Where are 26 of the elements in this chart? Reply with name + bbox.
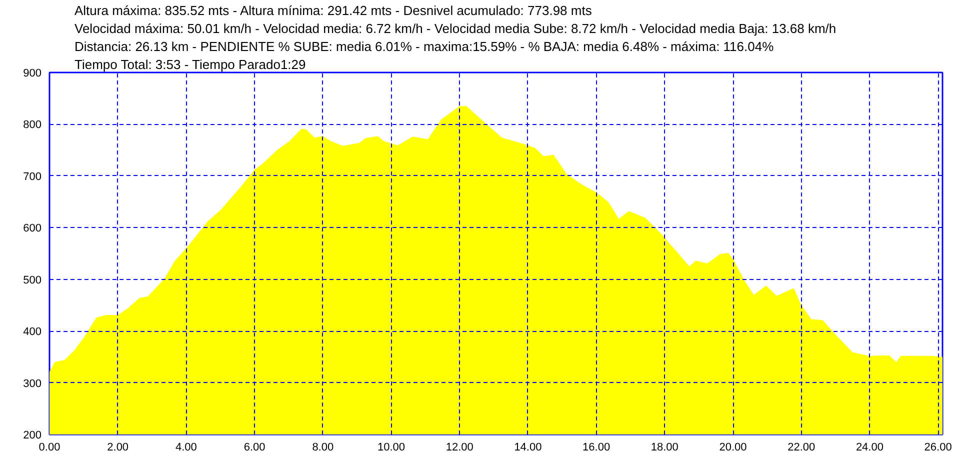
- text: Distancia: 26.13 km - PENDIENTE % SUBE: media 6.01% - maxima:15.59% - % BAJA: media 6.48% - máxima: 116.04%: [74, 39, 774, 54]
- x-tick-label: 26.00: [924, 442, 952, 454]
- x-tick-label: 4.00: [175, 442, 197, 454]
- x-tick-label: 6.00: [244, 442, 266, 454]
- text: Tiempo Total: 3:53 - Tiempo Parado1:29: [74, 57, 306, 72]
- x-tick-label: 20.00: [719, 442, 747, 454]
- x-tick-label: 12.00: [446, 442, 474, 454]
- x-tick-label: 8.00: [312, 442, 334, 454]
- x-tick-label: 24.00: [856, 442, 884, 454]
- y-tick-label: 800: [23, 119, 42, 132]
- x-tick-label: 2.00: [107, 442, 129, 454]
- x-tick-label: 10.00: [377, 442, 406, 454]
- y-tick-label: 300: [23, 378, 42, 390]
- x-tick-label: 18.00: [650, 442, 678, 454]
- y-tick-label: 600: [23, 222, 42, 235]
- x-tick-label: 22.00: [788, 442, 816, 454]
- x-tick-label: 14.00: [514, 442, 542, 454]
- text: Velocidad máxima: 50.01 km/h - Velocidad media: 6.72 km/h - Velocidad media Sube: 8.72 km/h - Velocidad media Baja: 13.68 km/h: [74, 21, 836, 36]
- x-tick-label: 0.00: [38, 442, 60, 454]
- y-tick-label: 500: [23, 274, 42, 286]
- x-tick-label: 16.00: [582, 442, 610, 454]
- y-tick-label: 700: [23, 170, 42, 183]
- y-tick-label: 400: [23, 326, 42, 338]
- chart-title: Altura máxima: 835.52 mts - Altura mínima: 291.42 mts - Desnivel acumulado: 773.98 mts: [74, 3, 592, 18]
- y-tick-label: 900: [23, 68, 42, 80]
- y-tick-label: 200: [23, 430, 42, 442]
